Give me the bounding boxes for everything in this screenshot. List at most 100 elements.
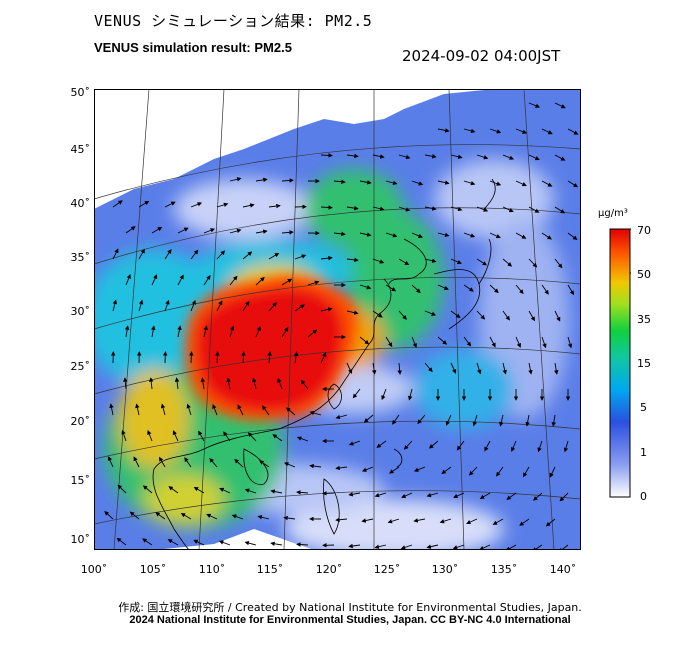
- wind-arrow: [142, 538, 153, 546]
- wind-arrow: [437, 232, 450, 238]
- wind-arrow: [268, 203, 281, 209]
- wind-arrow: [138, 248, 145, 260]
- wind-arrow: [121, 429, 127, 442]
- wind-arrow: [133, 456, 140, 468]
- wind-arrow: [281, 230, 294, 235]
- wind-arrow: [307, 329, 318, 338]
- wind-arrow: [492, 518, 504, 525]
- wind-arrow: [174, 377, 180, 390]
- wind-arrow: [413, 466, 426, 472]
- wind-arrow: [523, 466, 530, 478]
- lon-label-130: 130˚: [431, 563, 459, 576]
- wind-arrow: [528, 206, 540, 213]
- wind-arrow: [164, 249, 172, 260]
- wind-arrow: [255, 325, 261, 338]
- wind-arrow: [352, 388, 361, 399]
- wind-arrow: [177, 227, 189, 234]
- wind-arrow: [138, 200, 150, 208]
- colorbar-tick-15: 15: [637, 357, 651, 370]
- wind-arrow: [428, 440, 439, 449]
- wind-arrow: [439, 518, 452, 524]
- wind-arrow: [190, 249, 199, 260]
- wind-arrow: [320, 307, 333, 312]
- wind-arrow: [502, 154, 515, 160]
- wind-arrow: [450, 310, 461, 319]
- wind-arrow: [424, 258, 437, 263]
- wind-arrow: [528, 258, 538, 268]
- wind-arrow: [229, 325, 235, 338]
- wind-arrow: [255, 177, 268, 183]
- lat-label-40: 40˚: [70, 197, 91, 210]
- wind-arrow: [346, 257, 359, 263]
- lat-label-50: 50˚: [70, 86, 91, 99]
- colorbar-tick-35: 35: [637, 313, 651, 326]
- wind-arrow: [283, 515, 296, 521]
- wind-arrow: [167, 539, 179, 546]
- wind-arrow: [241, 351, 246, 364]
- wind-arrow: [502, 258, 513, 267]
- wind-arrow: [385, 232, 398, 238]
- wind-arrow: [320, 205, 333, 210]
- wind-arrow: [496, 466, 504, 477]
- wind-arrow: [226, 377, 231, 390]
- wind-arrow: [257, 515, 270, 520]
- wind-arrow: [376, 440, 387, 448]
- wind-arrow: [268, 302, 277, 312]
- wind-arrow: [335, 465, 348, 471]
- wind-arrow: [541, 128, 553, 135]
- wind-arrow: [528, 310, 535, 322]
- wind-arrow: [519, 518, 530, 526]
- wind-arrow: [348, 440, 361, 446]
- lon-label-100: 100˚: [80, 563, 108, 576]
- wind-arrow: [463, 336, 472, 347]
- colorbar-tick-50: 50: [637, 268, 651, 281]
- wind-arrow: [437, 284, 449, 290]
- wind-arrow: [322, 491, 335, 496]
- wind-arrow: [563, 440, 569, 453]
- wind-arrow: [283, 462, 296, 468]
- wind-arrow: [346, 153, 359, 159]
- wind-arrow: [441, 466, 452, 475]
- wind-arrow: [164, 299, 170, 312]
- wind-arrow: [533, 492, 543, 501]
- wind-arrow: [203, 228, 216, 234]
- wind-arrow: [499, 414, 504, 427]
- wind-arrow: [450, 154, 463, 159]
- wind-arrow: [335, 414, 348, 420]
- wind-arrow: [424, 310, 437, 316]
- wind-arrow: [359, 232, 372, 237]
- forecast-datetime: 2024-09-02 04:00JST: [402, 47, 561, 65]
- wind-arrow: [479, 492, 491, 499]
- wind-arrow: [189, 351, 194, 364]
- wind-arrow: [307, 280, 320, 286]
- title-english: VENUS simulation result: PM2.5: [94, 40, 292, 55]
- wind-arrow: [466, 518, 478, 525]
- wind-arrow: [148, 377, 154, 390]
- concentration-field: [94, 89, 581, 550]
- credit-line: 作成: 国立環境研究所 / Created by National Instit…: [118, 601, 582, 614]
- wind-arrow: [502, 362, 507, 375]
- wind-arrow: [255, 276, 265, 286]
- wind-arrow: [476, 206, 489, 212]
- wind-arrow: [392, 414, 400, 425]
- wind-arrow: [549, 466, 556, 478]
- wind-arrow: [453, 492, 465, 499]
- wind-arrow: [545, 518, 556, 527]
- wind-arrow: [346, 205, 359, 211]
- lat-label-45: 45˚: [70, 143, 91, 156]
- wind-arrow: [567, 336, 573, 349]
- wind-arrow: [515, 128, 528, 134]
- wind-arrow: [398, 310, 407, 320]
- lat-label-10: 10˚: [70, 533, 91, 546]
- wind-arrow: [452, 544, 465, 550]
- wind-arrow: [296, 436, 309, 442]
- colorbar-tick-5: 5: [640, 401, 647, 414]
- wind-arrow: [515, 284, 524, 295]
- wind-arrow: [515, 336, 521, 348]
- wind-arrow: [450, 206, 463, 212]
- wind-arrow: [372, 310, 383, 318]
- wind-arrow: [437, 180, 450, 185]
- lat-label-30: 30˚: [70, 305, 91, 318]
- wind-arrow: [372, 206, 385, 211]
- wind-arrow: [472, 414, 478, 427]
